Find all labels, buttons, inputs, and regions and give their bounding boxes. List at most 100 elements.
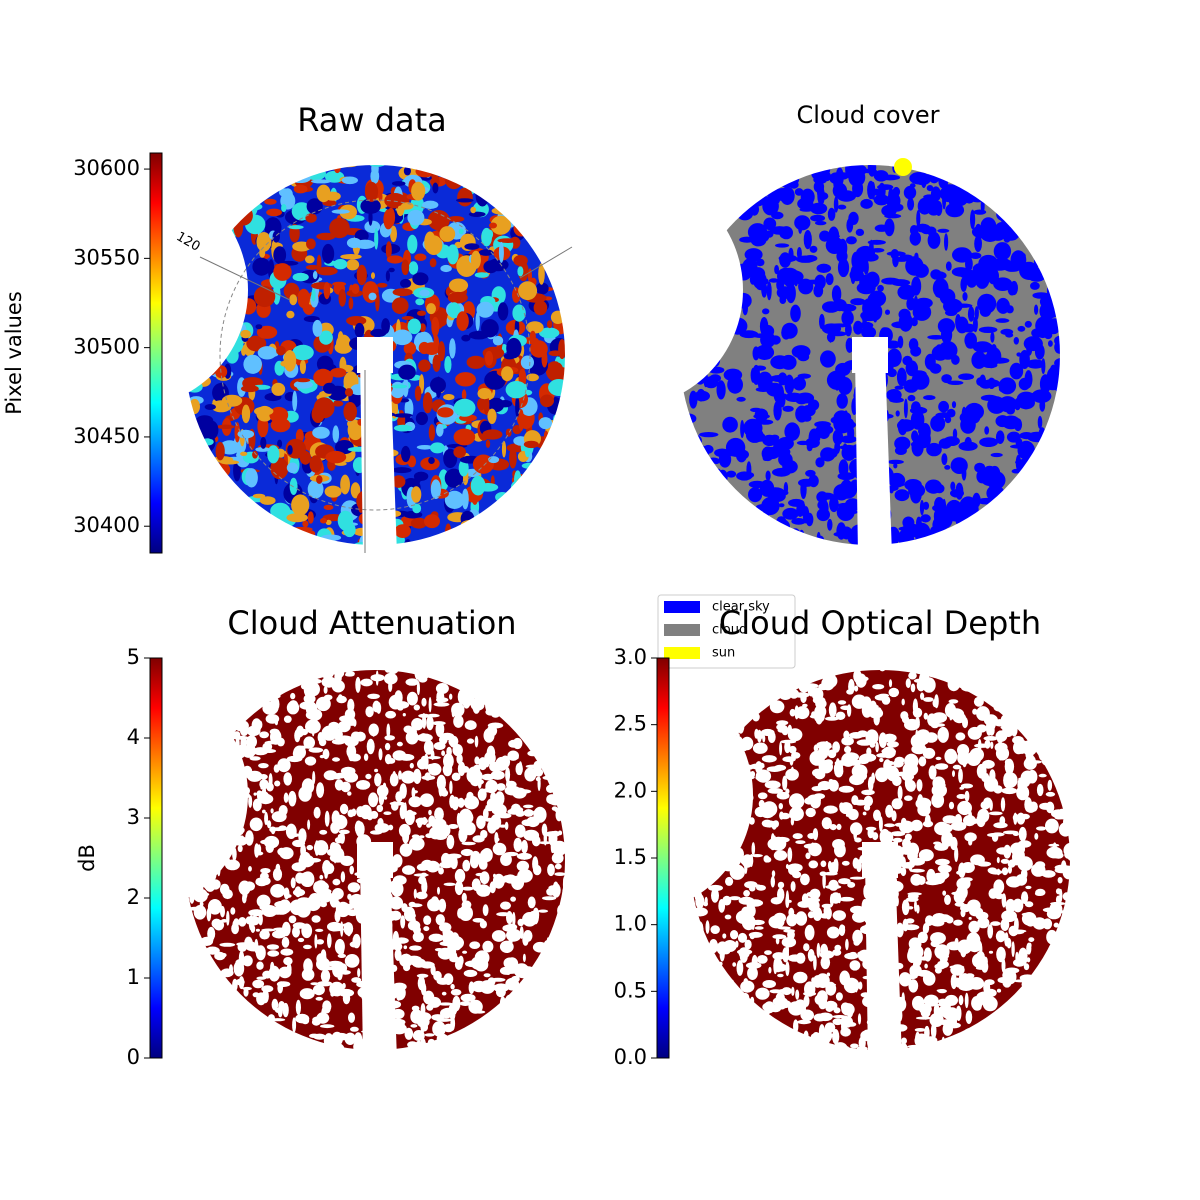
image-blob [554,872,566,876]
image-blob [863,795,874,807]
image-blob [777,727,786,733]
image-blob [787,847,793,863]
image-blob [969,902,973,911]
image-blob [292,926,300,938]
image-blob [182,853,194,865]
image-blob [754,276,761,288]
image-blob [901,899,910,916]
image-blob [428,933,444,942]
image-blob [220,919,228,923]
image-blob [481,773,495,781]
image-blob [741,992,750,1003]
image-blob [368,792,379,808]
image-blob [193,805,198,819]
image-blob [306,844,314,851]
image-blob [507,750,519,761]
image-blob [881,695,891,705]
image-blob [756,955,768,964]
image-blob [441,750,445,756]
image-blob [344,1032,356,1046]
image-blob [384,884,392,889]
image-blob [904,833,912,841]
image-blob [435,914,445,926]
image-blob [747,966,758,980]
image-blob [847,808,859,821]
image-blob [815,457,825,468]
image-blob [494,791,505,807]
image-blob [1022,740,1038,756]
image-blob [346,744,357,759]
image-blob [889,203,904,212]
image-blob [298,854,315,868]
image-blob [444,356,452,373]
image-blob [825,907,832,920]
image-blob [700,362,706,376]
image-blob [752,712,760,722]
image-blob [245,830,254,846]
image-blob [797,352,810,362]
image-blob [252,493,266,499]
image-blob [803,230,812,250]
image-blob [242,986,252,991]
image-blob [998,488,1005,505]
image-blob [832,1018,843,1026]
image-blob [332,281,347,287]
image-blob [320,666,334,679]
image-blob [189,843,200,855]
image-blob [792,376,806,391]
image-blob [852,911,867,923]
image-blob [343,922,354,936]
image-blob [967,306,975,322]
image-blob [898,972,912,987]
image-blob [768,915,785,929]
image-blob [762,308,770,315]
image-blob [765,470,771,481]
image-blob [1017,325,1026,332]
image-blob [267,445,280,464]
legend-swatch [664,601,700,613]
image-blob [287,445,293,455]
image-blob [785,283,796,304]
image-blob [889,397,904,403]
image-blob [340,871,346,883]
image-blob [190,836,205,843]
image-blob [755,769,772,783]
image-blob [882,1026,891,1032]
image-blob [719,337,729,344]
image-blob [865,994,881,1010]
image-blob [386,723,391,739]
image-blob [739,775,755,780]
image-blob [901,769,914,782]
image-blob [446,853,462,859]
image-blob [407,234,418,254]
image-blob [470,250,481,269]
image-blob [316,957,330,971]
image-blob [393,942,403,951]
image-blob [900,867,907,877]
image-blob [1006,305,1014,314]
image-blob [916,210,921,227]
image-blob [460,1029,467,1034]
image-blob [871,181,876,200]
image-blob [305,167,326,181]
image-blob [557,904,565,917]
image-blob [923,994,939,1007]
image-blob [769,700,785,714]
image-blob [403,166,411,176]
image-blob [788,745,797,754]
image-blob [276,981,291,987]
image-blob [479,920,487,929]
image-blob [913,951,922,967]
image-blob [391,1008,405,1020]
image-blob [271,998,279,1011]
image-blob [775,519,791,534]
image-blob [338,289,347,307]
image-blob [1028,937,1035,942]
image-blob [221,394,243,407]
image-blob [696,835,709,841]
image-blob [248,915,254,931]
image-blob [941,831,953,847]
image-blob [329,217,350,239]
image-blob [526,373,539,382]
image-blob [888,880,904,893]
